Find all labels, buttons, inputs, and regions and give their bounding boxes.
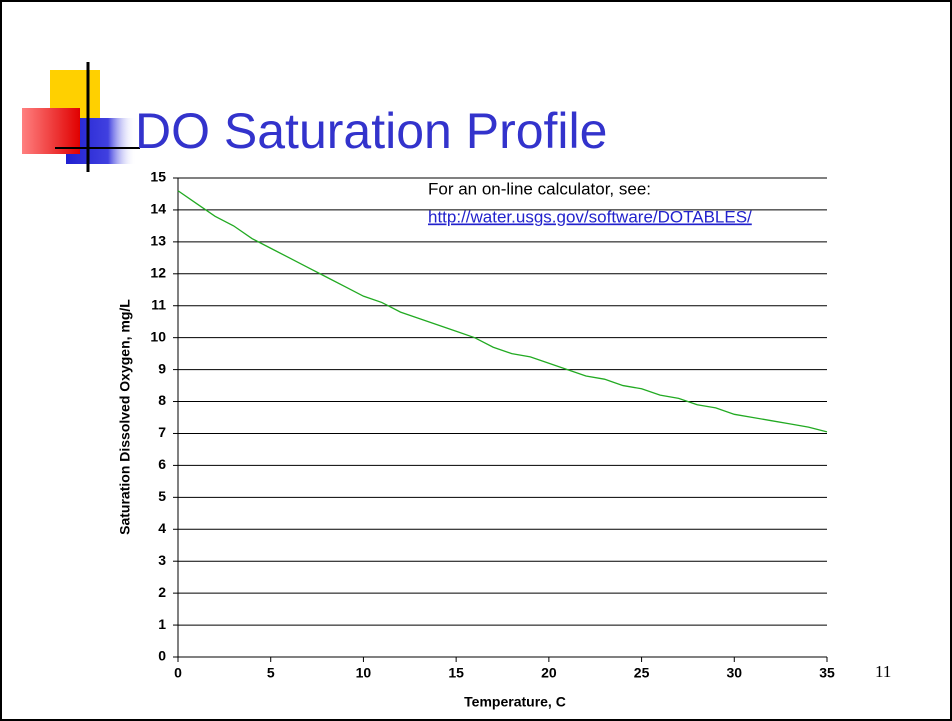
y-tick-label: 14 [150, 201, 166, 217]
x-tick-label: 35 [819, 665, 835, 681]
y-tick-label: 4 [158, 520, 166, 536]
y-tick-label: 1 [158, 616, 166, 632]
y-axis-label: Saturation Dissolved Oxygen, mg/L [117, 299, 133, 535]
y-tick-label: 5 [158, 488, 166, 504]
data-line [177, 190, 828, 433]
page-number: 11 [875, 662, 891, 681]
x-tick-label: 5 [267, 665, 275, 681]
x-tick-label: 15 [448, 665, 464, 681]
x-tick-label: 20 [541, 665, 557, 681]
y-tick-label: 11 [151, 296, 166, 312]
x-tick-label: 0 [174, 665, 182, 681]
y-tick-label: 3 [158, 552, 166, 568]
y-tick-label: 9 [158, 360, 166, 376]
y-tick-label: 10 [150, 328, 166, 344]
y-tick-label: 8 [158, 392, 166, 408]
link[interactable]: http://water.usgs.gov/software/DOTABLES/ [428, 207, 752, 226]
y-tick-label: 0 [158, 648, 166, 664]
y-tick-label: 2 [158, 584, 166, 600]
y-tick-label: 13 [150, 233, 166, 249]
annotation: For an on-line calculator, see: [428, 179, 651, 198]
x-tick-label: 25 [634, 665, 650, 681]
y-tick-label: 6 [158, 456, 166, 472]
x-tick-label: 30 [726, 665, 742, 681]
y-tick-label: 15 [150, 169, 166, 185]
deco-red [22, 108, 80, 154]
y-tick-label: 7 [158, 424, 166, 440]
slide-title: DO Saturation Profile [135, 103, 607, 159]
x-tick-label: 10 [356, 665, 372, 681]
x-axis-label: Temperature, C [464, 694, 566, 710]
y-tick-label: 12 [150, 265, 166, 281]
